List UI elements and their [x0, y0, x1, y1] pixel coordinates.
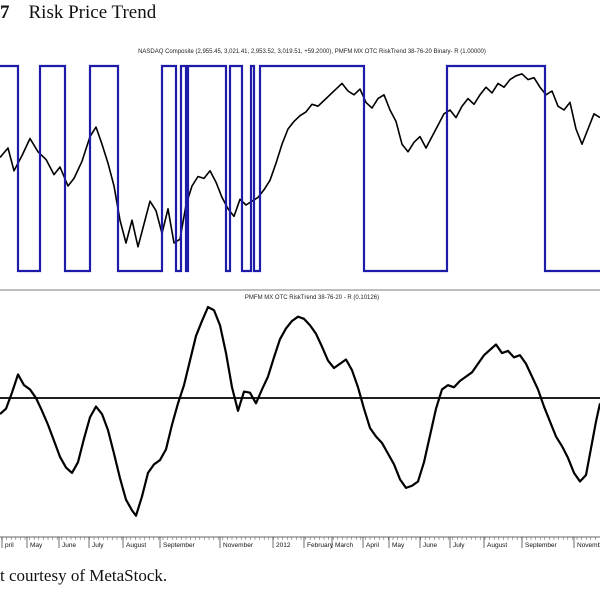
x-tick-label: November [577, 542, 600, 549]
figure-title-text: Risk Price Trend [28, 2, 157, 23]
x-tick-label: September [525, 542, 558, 549]
upper-price-panel: NASDAQ Composite (2,955.45, 3,021.41, 2,… [0, 49, 600, 291]
x-tick-label: pril [5, 542, 14, 549]
x-tick-label: February [307, 542, 334, 549]
x-axis-tick-labels: pril May June July August September November 20… [1, 537, 600, 549]
x-tick-label: April [366, 542, 380, 549]
x-tick-label: 2012 [276, 542, 291, 549]
x-tick-label: July [92, 542, 104, 549]
upper-series-group [0, 64, 600, 273]
x-tick-label: August [126, 542, 146, 549]
upper-panel-title: NASDAQ Composite (2,955.45, 3,021.41, 2,… [138, 49, 486, 55]
x-tick-label: August [487, 542, 507, 549]
x-tick-label: November [223, 542, 254, 549]
risktrend-binary-line [0, 64, 600, 273]
x-axis: pril May June July August September November 20… [0, 536, 600, 549]
lower-oscillator-panel: PMFM MX OTC RiskTrend 38-76-20 - R (0.10… [0, 295, 600, 517]
x-tick-label: September [163, 542, 196, 549]
figure-caption: t courtesy of MetaStock. [0, 566, 168, 585]
x-tick-label: July [453, 542, 465, 549]
x-tick-label: June [423, 542, 437, 549]
risktrend-oscillator-line [0, 305, 600, 517]
lower-panel-title: PMFM MX OTC RiskTrend 38-76-20 - R (0.10… [245, 295, 379, 301]
x-tick-label: May [392, 542, 405, 549]
x-tick-label: June [62, 542, 76, 549]
x-tick-label: May [30, 542, 43, 549]
figure-number: 7 [0, 2, 10, 23]
x-tick-label: March [335, 542, 353, 549]
lower-series-group [0, 305, 600, 517]
figure-title: 7 Risk Price Trend [0, 2, 156, 24]
nasdaq-price-line [0, 73, 600, 248]
x-axis-minor-ticks [1, 537, 596, 540]
